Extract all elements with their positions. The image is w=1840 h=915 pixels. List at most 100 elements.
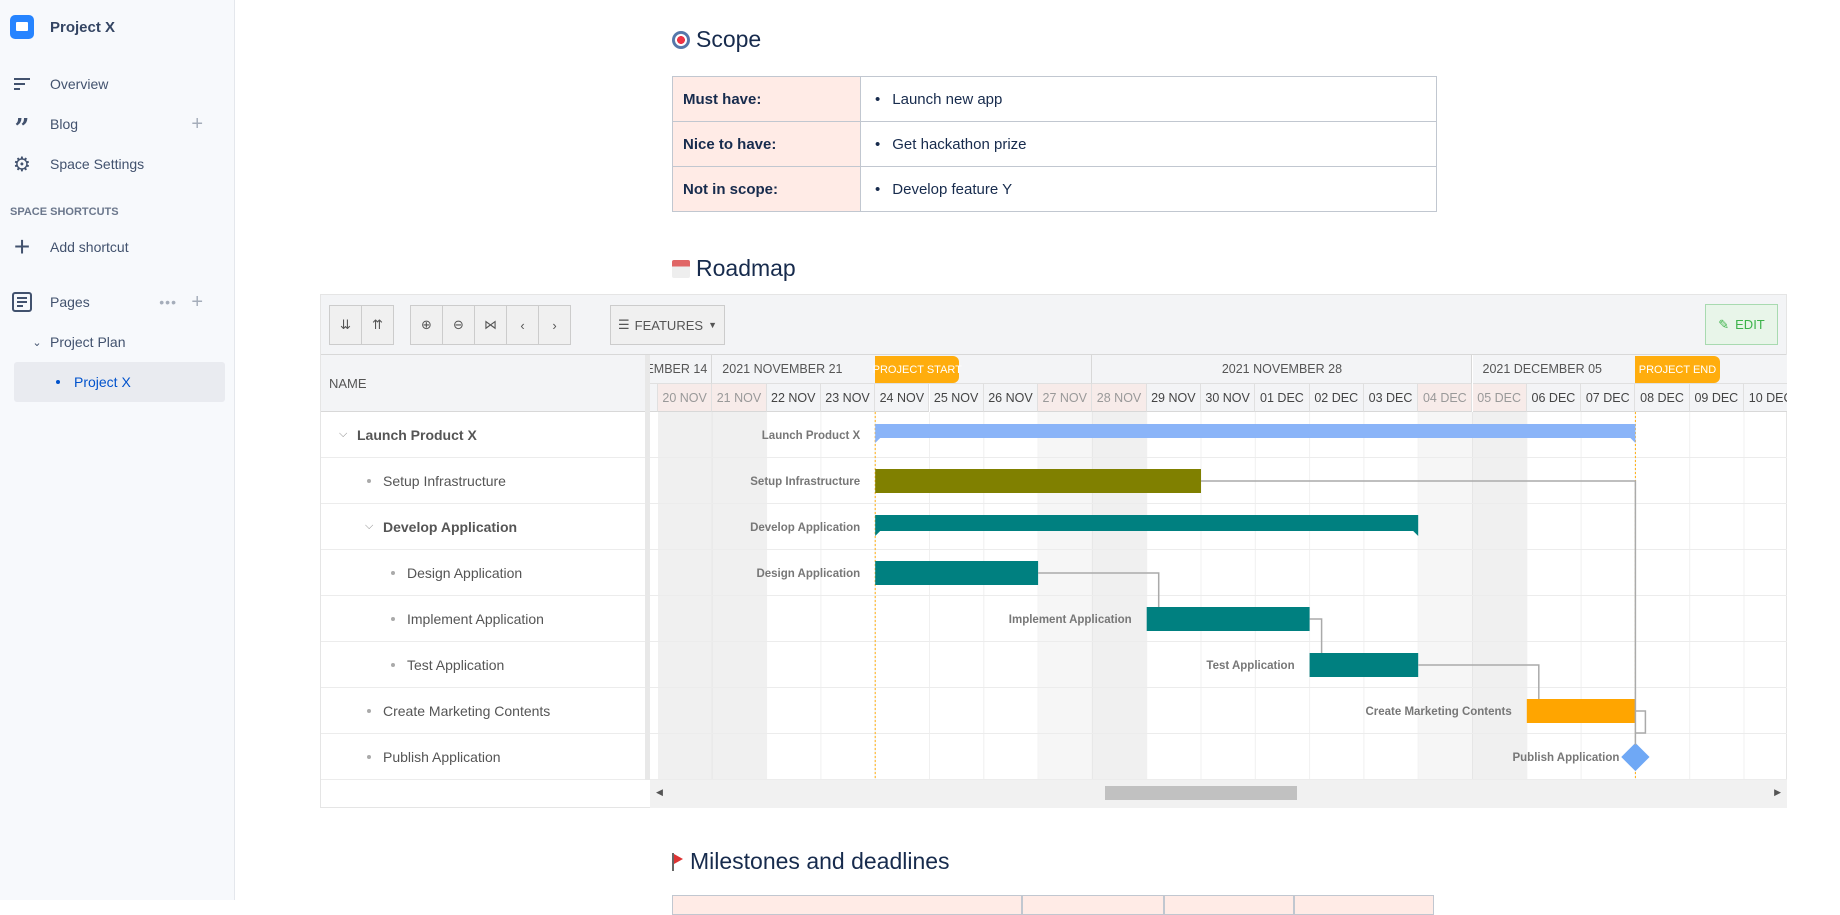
task-row[interactable]: Create Marketing Contents xyxy=(321,688,645,734)
fit-button[interactable]: ⋈ xyxy=(474,305,507,345)
task-name: Develop Application xyxy=(383,518,518,535)
edit-button[interactable]: ✎ EDIT xyxy=(1705,304,1778,345)
task-bar[interactable] xyxy=(1526,699,1636,723)
chevron-down-icon[interactable]: ⌄ xyxy=(32,336,42,349)
task-bar[interactable] xyxy=(875,469,1201,493)
task-name: Setup Infrastructure xyxy=(383,472,506,489)
task-row[interactable]: Test Application xyxy=(321,642,645,688)
prev-button[interactable]: ‹ xyxy=(506,305,539,345)
bar-label: Test Application xyxy=(1206,660,1294,672)
task-bar[interactable] xyxy=(875,561,1039,585)
day-header: 20 NOV xyxy=(658,384,713,412)
scope-value: Launch new app xyxy=(860,76,1437,122)
selected-highlight xyxy=(14,362,225,402)
dependency-arrow xyxy=(1309,618,1323,653)
sidebar-item-overview[interactable]: Overview xyxy=(0,66,235,102)
dependency-arrow xyxy=(1201,480,1637,745)
zoom-out-button[interactable]: ⊖ xyxy=(442,305,475,345)
task-row[interactable]: Setup Infrastructure xyxy=(321,458,645,504)
tree-item-label: Project Plan xyxy=(50,334,126,350)
marker-label: PROJECT START xyxy=(873,356,962,383)
task-bar[interactable] xyxy=(1309,653,1419,677)
task-row[interactable]: ⌵ Launch Product X xyxy=(321,412,645,458)
horizontal-scrollbar[interactable]: ◀ ▶ xyxy=(650,780,1787,808)
sidebar-item-label: Pages xyxy=(50,294,90,310)
day-header: 24 NOV xyxy=(875,384,930,412)
bullet-icon xyxy=(367,478,371,483)
day-header: 23 NOV xyxy=(820,384,876,412)
chevron-down-icon[interactable]: ⌵ xyxy=(365,520,374,532)
bar-label: Launch Product X xyxy=(762,430,861,442)
day-header: 07 DEC xyxy=(1581,384,1636,412)
next-button[interactable]: › xyxy=(538,305,571,345)
sidebar-item-space-settings[interactable]: ⚙ Space Settings xyxy=(0,146,235,182)
milestone-diamond[interactable] xyxy=(1621,742,1650,772)
task-row[interactable]: Publish Application xyxy=(321,734,645,780)
day-header: 05 DEC xyxy=(1472,384,1527,412)
bullet-icon xyxy=(391,570,395,575)
list-icon: ☰ xyxy=(618,317,630,332)
chevron-down-icon[interactable]: ⌵ xyxy=(339,428,348,440)
day-header: 30 NOV xyxy=(1201,384,1256,412)
sidebar-item-label: Overview xyxy=(50,76,109,92)
zoom-in-button[interactable]: ⊕ xyxy=(410,305,443,345)
task-row[interactable]: Design Application xyxy=(321,550,645,596)
space-name[interactable]: Project X xyxy=(50,19,116,36)
task-row[interactable]: ⌵ Develop Application xyxy=(321,504,645,550)
scope-key: Not in scope: xyxy=(672,166,861,212)
space-logo-icon[interactable] xyxy=(10,15,34,39)
zoom-out-icon: ⊖ xyxy=(453,317,464,332)
edit-label: EDIT xyxy=(1735,317,1765,332)
sidebar: Project X Overview ” Blog + ⚙ Space Sett… xyxy=(0,0,235,900)
day-header: 21 NOV xyxy=(712,384,767,412)
week-header: 2021 NOVEMBER 28 xyxy=(1092,355,1473,384)
milestones-title: Milestones and deadlines xyxy=(690,848,950,874)
gantt-chart: ⇊ ⇈ ⊕ ⊖ ⋈ ‹ › ☰ FEATURES ▼ ✎ EDIT NAME ⌵ Lau… xyxy=(320,294,1787,808)
sidebar-item-label: Blog xyxy=(50,116,79,132)
bar-label: Design Application xyxy=(756,568,860,580)
bar-label: Create Marketing Contents xyxy=(1365,706,1511,718)
scrollbar-thumb[interactable] xyxy=(1105,786,1297,800)
scope-key: Nice to have: xyxy=(672,121,861,167)
gantt-toolbar: ⇊ ⇈ ⊕ ⊖ ⋈ ‹ › ☰ FEATURES ▼ ✎ EDIT xyxy=(321,295,1786,355)
day-header: 22 NOV xyxy=(766,384,821,412)
edit-icon: ✎ xyxy=(1718,316,1730,332)
bullet-icon xyxy=(367,708,371,713)
collapse-all-button[interactable]: ⇈ xyxy=(361,305,394,345)
more-icon[interactable]: ••• xyxy=(159,294,177,310)
tree-item-project-plan[interactable]: ⌄ Project Plan xyxy=(0,324,235,360)
features-label: FEATURES xyxy=(634,317,704,333)
add-blog-icon[interactable]: + xyxy=(191,112,203,135)
day-header: 03 DEC xyxy=(1363,384,1419,412)
dependency-arrow xyxy=(1635,710,1647,734)
scope-value: Get hackathon prize xyxy=(860,121,1437,167)
day-header: 27 NOV xyxy=(1038,384,1093,412)
add-shortcut-button[interactable]: + Add shortcut xyxy=(0,229,235,265)
task-name-column: NAME ⌵ Launch Product X Setup Infrastructu… xyxy=(321,355,650,780)
scroll-left-icon[interactable]: ◀ xyxy=(656,787,663,797)
week-header: 2021 NOVEMBER 14 xyxy=(650,355,713,384)
expand-all-button[interactable]: ⇊ xyxy=(329,305,362,345)
day-header-spacer xyxy=(650,384,658,412)
day-header: 04 DEC xyxy=(1418,384,1473,412)
summary-bar[interactable] xyxy=(875,424,1636,443)
scope-row: Must have:Launch new app xyxy=(672,76,1437,122)
tree-item-project-x[interactable]: Project X xyxy=(0,364,235,400)
sidebar-item-pages[interactable]: Pages ••• + xyxy=(0,284,235,320)
task-row[interactable]: Implement Application xyxy=(321,596,645,642)
task-bar[interactable] xyxy=(1146,607,1310,631)
task-name: Design Application xyxy=(407,564,523,581)
features-dropdown[interactable]: ☰ FEATURES ▼ xyxy=(610,305,725,345)
milestones-table xyxy=(672,895,1434,915)
scroll-right-icon[interactable]: ▶ xyxy=(1774,787,1781,797)
scope-key: Must have: xyxy=(672,76,861,122)
target-icon xyxy=(672,30,690,49)
summary-bar[interactable] xyxy=(875,515,1419,536)
bar-label: Implement Application xyxy=(1009,614,1132,626)
day-header: 02 DEC xyxy=(1309,384,1364,412)
plus-icon: + xyxy=(13,231,31,262)
sidebar-item-blog[interactable]: ” Blog + xyxy=(0,106,235,145)
day-header: 25 NOV xyxy=(929,384,984,412)
add-page-icon[interactable]: + xyxy=(191,290,203,313)
